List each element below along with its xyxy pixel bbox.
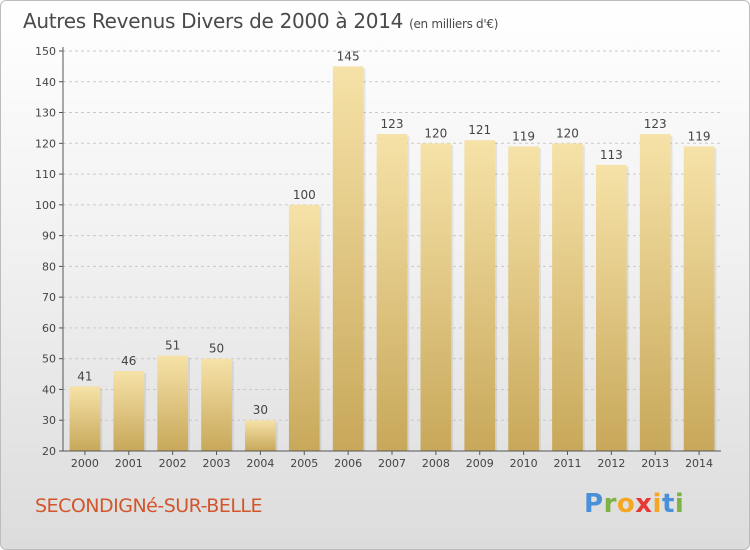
bar-value-label: 123 bbox=[381, 117, 404, 131]
bar-2004 bbox=[245, 420, 276, 451]
bar-2011 bbox=[552, 143, 583, 452]
bar-2001 bbox=[113, 371, 145, 451]
x-tick-label: 2000 bbox=[71, 457, 99, 470]
bar-value-label: 121 bbox=[468, 123, 491, 137]
y-tick-label: 140 bbox=[35, 76, 56, 89]
y-tick-label: 80 bbox=[42, 260, 56, 273]
bars: 41 46 51 50 30 100 145 123 120 121 119 120 113 123 119 bbox=[69, 49, 717, 452]
y-tick-label: 60 bbox=[42, 322, 56, 335]
bar-value-label: 119 bbox=[688, 129, 711, 143]
bar-2014 bbox=[683, 146, 715, 451]
bar-value-label: 100 bbox=[293, 188, 316, 202]
bar-value-label: 145 bbox=[337, 49, 360, 63]
x-tick-label: 2004 bbox=[246, 457, 274, 470]
x-tick-label: 2013 bbox=[641, 457, 669, 470]
y-tick-label: 100 bbox=[35, 199, 56, 212]
y-tick-label: 70 bbox=[42, 291, 56, 304]
bar-value-label: 50 bbox=[209, 342, 224, 356]
bar-2009 bbox=[464, 140, 496, 451]
bar-2006 bbox=[332, 66, 364, 451]
bar-2007 bbox=[376, 134, 408, 452]
bar-2002 bbox=[157, 355, 189, 451]
logo-letter: r bbox=[603, 489, 617, 519]
x-tick-label: 2008 bbox=[422, 457, 450, 470]
chart-title-text: Autres Revenus Divers de 2000 à 2014 bbox=[23, 9, 404, 33]
x-tick-label: 2005 bbox=[290, 457, 318, 470]
y-tick-label: 50 bbox=[42, 353, 56, 366]
bar-2008 bbox=[420, 143, 452, 452]
bar-2003 bbox=[201, 358, 232, 451]
x-tick-label: 2007 bbox=[378, 457, 406, 470]
bar-2010 bbox=[508, 146, 539, 451]
y-tick-label: 30 bbox=[42, 414, 56, 427]
bar-value-label: 51 bbox=[165, 339, 180, 353]
y-tick-label: 110 bbox=[35, 168, 56, 181]
axes: 20 30 40 50 60 70 80 90 100 110 120 130 140 150 2000 20… bbox=[35, 45, 721, 470]
chart-title: Autres Revenus Divers de 2000 à 2014 (en … bbox=[23, 9, 498, 33]
y-tick-label: 120 bbox=[35, 137, 56, 150]
bar-value-label: 120 bbox=[424, 126, 447, 140]
x-tick-label: 2001 bbox=[115, 457, 143, 470]
x-tick-label: 2011 bbox=[553, 457, 581, 470]
x-tick-label: 2006 bbox=[334, 457, 362, 470]
logo-letter: t bbox=[661, 489, 675, 519]
y-tick-label: 20 bbox=[42, 445, 56, 458]
logo-letter: x bbox=[635, 489, 653, 519]
x-tick-label: 2009 bbox=[466, 457, 494, 470]
y-tick-label: 90 bbox=[42, 230, 56, 243]
logo-letter: P bbox=[584, 489, 604, 519]
bar-value-label: 46 bbox=[121, 354, 136, 368]
x-tick-label: 2014 bbox=[685, 457, 713, 470]
logo-letter: i bbox=[674, 489, 685, 519]
bar-value-label: 123 bbox=[644, 117, 667, 131]
proxiti-logo: Proxiti bbox=[584, 489, 684, 519]
bar-2013 bbox=[639, 134, 671, 452]
bar-value-label: 41 bbox=[77, 369, 92, 383]
bar-value-label: 119 bbox=[512, 129, 535, 143]
bar-value-label: 30 bbox=[253, 403, 268, 417]
unit-note: (en milliers d'€) bbox=[409, 17, 499, 31]
x-tick-label: 2012 bbox=[597, 457, 625, 470]
bar-value-label: 120 bbox=[556, 126, 579, 140]
bar-2005 bbox=[288, 204, 320, 451]
commune-name: SECONDIGNé-SUR-BELLE bbox=[35, 495, 263, 517]
bar-2012 bbox=[595, 164, 627, 451]
y-tick-label: 40 bbox=[42, 383, 56, 396]
x-tick-label: 2002 bbox=[159, 457, 187, 470]
x-tick-label: 2003 bbox=[203, 457, 231, 470]
bar-value-label: 113 bbox=[600, 148, 623, 162]
logo-letter: i bbox=[652, 489, 662, 519]
x-tick-label: 2010 bbox=[510, 457, 538, 470]
bar-2000 bbox=[69, 386, 101, 451]
y-tick-label: 150 bbox=[35, 45, 56, 58]
logo-letter: o bbox=[616, 489, 636, 519]
y-tick-label: 130 bbox=[35, 107, 56, 120]
